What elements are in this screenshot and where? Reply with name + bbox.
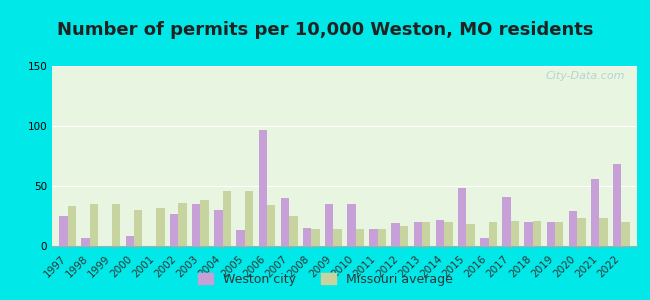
Bar (391, 223, 400, 246)
Bar (489, 222, 497, 246)
Bar (502, 197, 511, 246)
Bar (378, 229, 386, 246)
Bar (555, 222, 564, 246)
Bar (90, 204, 98, 246)
Bar (422, 222, 430, 246)
Bar (511, 221, 519, 246)
Bar (467, 224, 474, 246)
Bar (569, 211, 577, 246)
Bar (436, 220, 444, 246)
Bar (613, 164, 621, 246)
Bar (347, 204, 356, 246)
Bar (621, 222, 630, 246)
Bar (134, 210, 142, 246)
Bar (547, 222, 555, 246)
Bar (281, 198, 289, 246)
Bar (599, 218, 608, 246)
Bar (289, 216, 298, 246)
Bar (369, 229, 378, 246)
Bar (156, 208, 164, 246)
Bar (303, 228, 311, 246)
Bar (222, 191, 231, 246)
Bar (59, 216, 68, 246)
Bar (480, 238, 489, 246)
Bar (333, 229, 342, 246)
Legend: Weston city, Missouri average: Weston city, Missouri average (192, 268, 458, 291)
Text: City-Data.com: City-Data.com (546, 71, 625, 81)
Bar (458, 188, 466, 246)
Bar (525, 222, 533, 246)
Bar (68, 206, 76, 246)
Bar (81, 238, 90, 246)
Text: Number of permits per 10,000 Weston, MO residents: Number of permits per 10,000 Weston, MO … (57, 21, 593, 39)
Bar (444, 222, 452, 246)
Bar (237, 230, 245, 246)
Bar (325, 204, 333, 246)
Bar (259, 130, 267, 246)
Bar (214, 210, 222, 246)
Bar (192, 204, 200, 246)
Bar (413, 222, 422, 246)
Bar (125, 236, 134, 246)
Bar (356, 229, 364, 246)
Bar (577, 218, 586, 246)
Bar (245, 191, 254, 246)
Bar (311, 229, 320, 246)
Bar (400, 226, 408, 246)
Bar (112, 204, 120, 246)
Bar (170, 214, 178, 246)
Bar (200, 200, 209, 246)
Bar (533, 221, 541, 246)
Bar (178, 203, 187, 246)
Bar (591, 179, 599, 246)
Bar (267, 205, 276, 246)
